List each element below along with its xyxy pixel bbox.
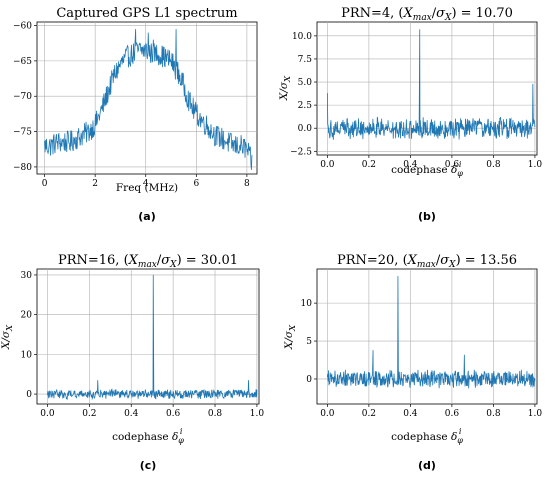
x-tick-label: 0 — [42, 179, 48, 189]
panel-b: PRN=4, (Xmax/σX) = 10.70 0.0 0.2 0.4 0.6 0.8… — [278, 6, 542, 223]
panel-a-xlabel: Freq (MHz) — [116, 182, 178, 194]
panel-a-ticks: 0 2 4 6 8 −80 −75 −70 −65 −60 — [13, 22, 250, 189]
x-tick-label: 0.6 — [445, 409, 460, 419]
panel-b-caption: (b) — [418, 210, 436, 223]
panel-c-frame — [36, 268, 260, 405]
x-tick-label: 1.0 — [528, 409, 543, 419]
x-tick-label: 0.6 — [445, 160, 460, 170]
x-tick-label: 8 — [244, 179, 250, 189]
panel-a-series-line — [44, 29, 253, 170]
panel-c-gridlines — [37, 269, 259, 404]
y-tick-label: −60 — [13, 22, 32, 32]
y-tick-label: 10 — [301, 299, 313, 309]
panel-c-caption: (c) — [140, 459, 157, 472]
y-tick-label: 5.0 — [298, 78, 313, 88]
panel-d: PRN=20, (Xmax/σX) = 13.56 0.0 0.2 0.4 0.6 0.… — [283, 253, 542, 472]
x-tick-label: 0.6 — [166, 409, 181, 419]
panel-d-caption: (d) — [418, 459, 436, 472]
x-tick-label: 1.0 — [250, 409, 265, 419]
panel-c-xlabel: codephase δφi — [112, 427, 184, 445]
y-tick-label: −75 — [13, 128, 32, 138]
y-tick-label: 0.0 — [298, 124, 313, 134]
y-tick-label: 7.5 — [298, 55, 313, 65]
x-tick-label: 0.4 — [403, 409, 418, 419]
panel-b-xlabel: codephase δφi — [391, 160, 463, 178]
x-tick-label: 0.2 — [362, 160, 376, 170]
panel-c: PRN=16, (Xmax/σX) = 30.01 0.0 0.2 0.4 0.6 0.… — [0, 253, 264, 472]
panel-c-series-line — [47, 274, 258, 401]
x-tick-label: 0.2 — [362, 409, 376, 419]
x-tick-label: 0.0 — [320, 160, 335, 170]
panel-a-gridlines — [37, 22, 257, 174]
y-tick-label: 0 — [26, 390, 32, 400]
y-tick-label: −2.5 — [290, 147, 312, 157]
panel-b-frame — [316, 21, 538, 156]
panel-d-ticks: 0.0 0.2 0.4 0.6 0.8 1.0 0 5 10 — [301, 299, 543, 419]
x-tick-label: 0.8 — [486, 409, 501, 419]
y-tick-label: 30 — [21, 271, 33, 281]
y-tick-label: 5 — [306, 337, 312, 347]
y-tick-label: 20 — [21, 311, 33, 321]
panel-c-ylabel: X/σX — [0, 324, 15, 350]
panel-d-gridlines — [317, 269, 537, 404]
y-tick-label: 10 — [21, 350, 33, 360]
x-tick-label: 1.0 — [528, 160, 543, 170]
x-tick-label: 0.4 — [403, 160, 418, 170]
x-tick-label: 0.0 — [320, 409, 335, 419]
y-tick-label: −65 — [13, 57, 32, 67]
y-tick-label: 10.0 — [292, 32, 312, 42]
x-tick-label: 4 — [143, 179, 149, 189]
panel-a-title: Captured GPS L1 spectrum — [56, 6, 237, 21]
y-tick-label: 2.5 — [298, 101, 313, 111]
x-tick-label: 0.8 — [208, 409, 223, 419]
panel-c-ticks: 0.0 0.2 0.4 0.6 0.8 1.0 0 10 20 30 — [21, 271, 265, 419]
panel-a-caption: (a) — [138, 210, 155, 223]
x-tick-label: 0.2 — [82, 409, 96, 419]
panel-d-xlabel: codephase δφi — [391, 427, 463, 445]
y-tick-label: 0 — [306, 375, 312, 385]
panel-b-ylabel: X/σX — [278, 75, 293, 101]
panel-a: Captured GPS L1 spectrum 0 2 4 6 8 −80 −75 −70 −… — [13, 6, 258, 223]
panel-b-series-line — [326, 29, 536, 140]
x-tick-label: 6 — [193, 179, 199, 189]
panel-d-frame — [316, 268, 538, 405]
panel-b-title: PRN=4, (Xmax/σX) = 10.70 — [341, 6, 513, 23]
panel-a-frame — [36, 21, 258, 175]
panel-d-series-line — [326, 276, 536, 389]
panel-c-title: PRN=16, (Xmax/σX) = 30.01 — [58, 253, 238, 270]
x-tick-label: 0.8 — [486, 160, 501, 170]
panel-d-title: PRN=20, (Xmax/σX) = 13.56 — [337, 253, 517, 270]
panel-b-ticks: 0.0 0.2 0.4 0.6 0.8 1.0 −2.5 0.0 2.5 5.0 7.5 10.0 — [290, 32, 542, 170]
x-tick-label: 0.0 — [40, 409, 55, 419]
panel-d-ylabel: X/σX — [283, 324, 298, 350]
x-tick-label: 2 — [92, 179, 98, 189]
y-tick-label: −70 — [13, 92, 32, 102]
x-tick-label: 0.4 — [124, 409, 139, 419]
y-tick-label: −80 — [13, 163, 32, 173]
